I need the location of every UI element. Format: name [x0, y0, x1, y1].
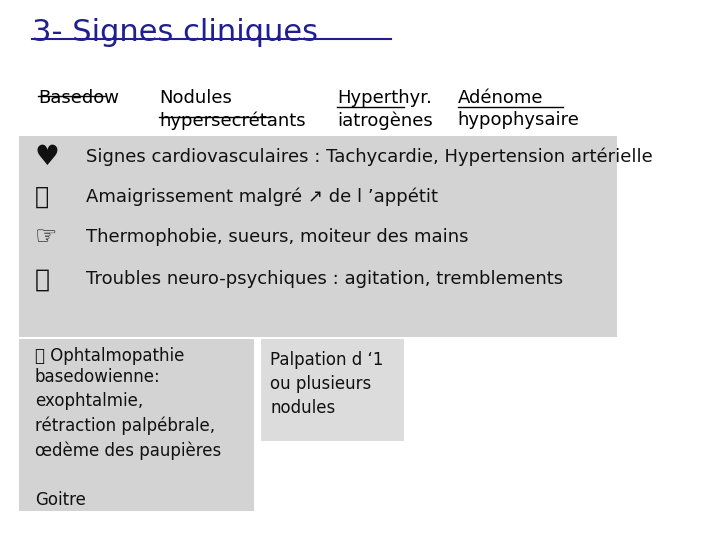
Text: Palpation d ‘1
ou plusieurs
nodules: Palpation d ‘1 ou plusieurs nodules — [270, 350, 384, 417]
Text: Nodules
hypersecrétants: Nodules hypersecrétants — [159, 89, 305, 130]
FancyBboxPatch shape — [19, 339, 254, 511]
Text: 🗨: 🗨 — [35, 267, 50, 291]
Text: Thermophobie, sueurs, moiteur des mains: Thermophobie, sueurs, moiteur des mains — [86, 228, 468, 246]
Text: ♥: ♥ — [35, 143, 60, 171]
Text: Basedow: Basedow — [38, 89, 119, 107]
Text: Signes cardiovasculaires : Tachycardie, Hypertension artérielle: Signes cardiovasculaires : Tachycardie, … — [86, 147, 652, 166]
Text: ⛹: ⛹ — [35, 185, 49, 209]
Text: basedowienne:
exophtalmie,
rétraction palpébrale,
œdème des paupières

Goitre: basedowienne: exophtalmie, rétraction pa… — [35, 368, 221, 509]
Text: Hyperthyr.
iatrogènes: Hyperthyr. iatrogènes — [337, 89, 433, 130]
Text: 👁 Ophtalmopathie: 👁 Ophtalmopathie — [35, 347, 184, 366]
Text: 3- Signes cliniques: 3- Signes cliniques — [32, 18, 318, 48]
Text: Adénome
hypophysaire: Adénome hypophysaire — [458, 89, 580, 129]
Text: ☞: ☞ — [35, 225, 58, 249]
Text: Amaigrissement malgré ↗ de l ’appétit: Amaigrissement malgré ↗ de l ’appétit — [86, 188, 438, 206]
FancyBboxPatch shape — [261, 339, 404, 441]
FancyBboxPatch shape — [19, 136, 617, 336]
Text: Troubles neuro-psychiques : agitation, tremblements: Troubles neuro-psychiques : agitation, t… — [86, 270, 563, 288]
